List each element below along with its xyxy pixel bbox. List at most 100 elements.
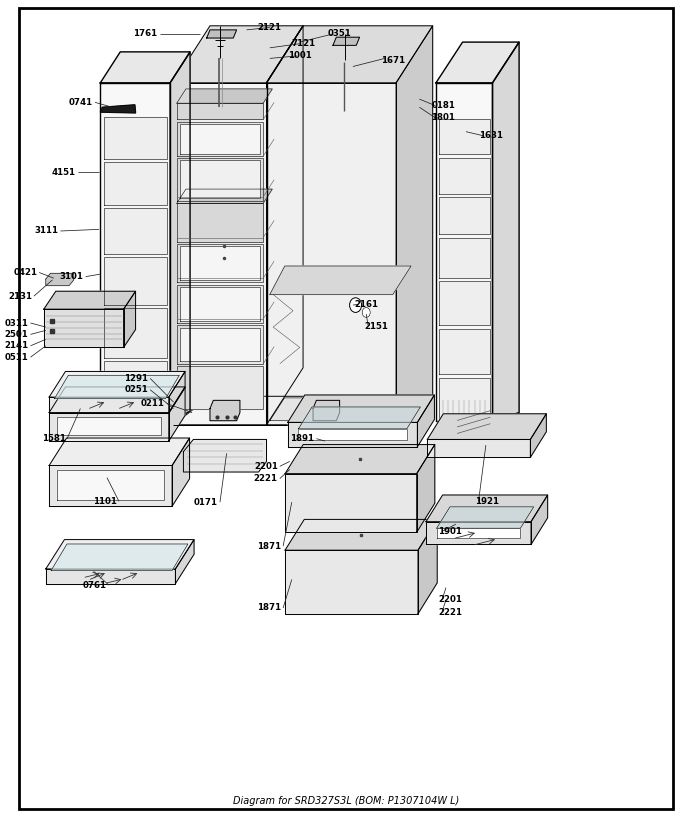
Polygon shape — [169, 387, 185, 441]
Polygon shape — [426, 522, 531, 544]
Text: 0741: 0741 — [68, 98, 92, 107]
Text: 2201: 2201 — [254, 462, 278, 471]
Text: 1921: 1921 — [475, 497, 498, 506]
Polygon shape — [210, 400, 240, 421]
Polygon shape — [285, 550, 418, 614]
Polygon shape — [267, 26, 303, 425]
Text: 7121: 7121 — [291, 39, 316, 48]
Polygon shape — [180, 160, 260, 199]
Polygon shape — [299, 429, 407, 440]
Polygon shape — [103, 257, 167, 305]
Polygon shape — [437, 529, 520, 538]
Polygon shape — [439, 118, 490, 154]
Polygon shape — [49, 413, 169, 441]
Text: 4151: 4151 — [52, 167, 75, 176]
Polygon shape — [46, 569, 175, 583]
Text: 1581: 1581 — [42, 434, 66, 443]
Polygon shape — [46, 539, 194, 569]
Polygon shape — [173, 83, 267, 425]
Text: 1761: 1761 — [133, 29, 157, 38]
Text: 3111: 3111 — [35, 226, 58, 235]
Polygon shape — [180, 124, 260, 154]
Polygon shape — [177, 244, 263, 283]
Text: 0351: 0351 — [328, 29, 352, 38]
Text: 2131: 2131 — [9, 292, 33, 301]
Text: 1871: 1871 — [257, 542, 281, 551]
Text: 0181: 0181 — [431, 101, 455, 110]
Polygon shape — [439, 158, 490, 194]
Polygon shape — [46, 274, 73, 286]
Polygon shape — [177, 89, 272, 103]
Polygon shape — [492, 42, 519, 421]
Polygon shape — [49, 438, 190, 466]
Polygon shape — [417, 444, 435, 532]
Polygon shape — [288, 422, 418, 447]
Text: 2501: 2501 — [5, 330, 29, 339]
Polygon shape — [103, 117, 167, 158]
Text: 0761: 0761 — [83, 581, 107, 590]
Polygon shape — [267, 83, 396, 425]
Polygon shape — [54, 375, 180, 399]
Polygon shape — [418, 520, 437, 614]
Polygon shape — [426, 495, 547, 522]
Polygon shape — [177, 203, 263, 242]
Polygon shape — [49, 372, 185, 397]
Text: 1801: 1801 — [431, 114, 455, 123]
Polygon shape — [51, 544, 188, 570]
Text: Diagram for SRD327S3L (BOM: P1307104W L): Diagram for SRD327S3L (BOM: P1307104W L) — [233, 796, 460, 806]
Polygon shape — [436, 42, 519, 83]
Polygon shape — [270, 266, 411, 294]
Text: 1901: 1901 — [438, 527, 462, 536]
Polygon shape — [103, 162, 167, 205]
Text: 2121: 2121 — [258, 23, 282, 32]
Text: 2161: 2161 — [354, 300, 378, 309]
Text: 0171: 0171 — [194, 498, 218, 507]
Polygon shape — [531, 495, 547, 544]
Text: 2221: 2221 — [254, 474, 278, 483]
Polygon shape — [437, 507, 534, 529]
Polygon shape — [101, 51, 190, 83]
Text: 1871: 1871 — [257, 604, 281, 613]
Polygon shape — [270, 398, 407, 421]
Polygon shape — [103, 308, 167, 358]
Polygon shape — [267, 26, 432, 83]
Text: 0211: 0211 — [140, 400, 164, 408]
Polygon shape — [439, 197, 490, 234]
Polygon shape — [175, 539, 194, 583]
Text: 0311: 0311 — [5, 319, 29, 328]
Polygon shape — [177, 158, 263, 201]
Polygon shape — [103, 361, 167, 407]
Polygon shape — [285, 444, 435, 474]
Text: 1291: 1291 — [124, 374, 148, 383]
Text: 2221: 2221 — [438, 608, 462, 617]
Polygon shape — [427, 413, 546, 440]
Text: 0421: 0421 — [13, 268, 37, 277]
Polygon shape — [418, 395, 435, 447]
Polygon shape — [288, 395, 435, 422]
Polygon shape — [170, 51, 190, 421]
Polygon shape — [439, 238, 490, 279]
Polygon shape — [177, 103, 263, 119]
Polygon shape — [396, 26, 432, 425]
Polygon shape — [285, 474, 417, 532]
Polygon shape — [427, 440, 530, 458]
Polygon shape — [44, 291, 135, 309]
Text: 0251: 0251 — [124, 386, 148, 395]
Polygon shape — [177, 325, 263, 364]
Polygon shape — [57, 417, 160, 435]
Text: 2151: 2151 — [364, 322, 388, 331]
Polygon shape — [101, 83, 170, 421]
Polygon shape — [285, 520, 437, 550]
Polygon shape — [299, 407, 420, 429]
Text: 1101: 1101 — [93, 497, 117, 506]
Polygon shape — [184, 440, 267, 472]
Polygon shape — [530, 413, 546, 458]
Polygon shape — [49, 387, 185, 413]
Polygon shape — [177, 366, 263, 408]
Text: 1671: 1671 — [381, 56, 405, 65]
Polygon shape — [439, 282, 490, 325]
Polygon shape — [177, 285, 263, 323]
Polygon shape — [180, 328, 260, 361]
Polygon shape — [57, 470, 164, 500]
Polygon shape — [439, 377, 490, 419]
